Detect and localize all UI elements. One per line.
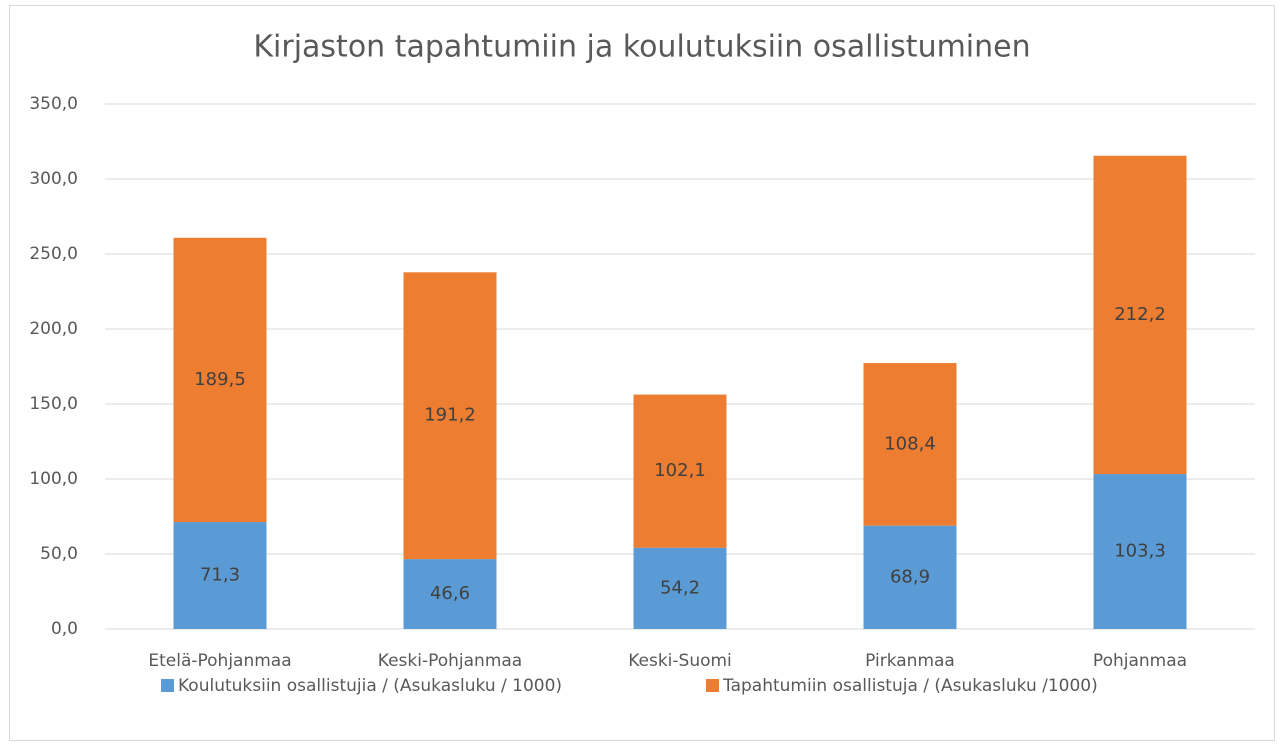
legend-label: Tapahtumiin osallistuja / (Asukasluku /1… xyxy=(722,676,1098,696)
y-tick-label: 350,0 xyxy=(29,94,78,114)
x-tick-label: Pirkanmaa xyxy=(865,651,955,671)
bar-segment xyxy=(1093,155,1187,475)
bar-segment xyxy=(633,547,727,629)
data-label: 68,9 xyxy=(890,566,930,587)
bar-segment xyxy=(863,363,957,526)
y-tick-label: 300,0 xyxy=(29,169,78,189)
data-label: 71,3 xyxy=(200,565,240,586)
bar-segment xyxy=(633,394,727,548)
y-tick-label: 150,0 xyxy=(29,394,78,414)
chart-title: Kirjaston tapahtumiin ja koulutuksiin os… xyxy=(253,30,1030,65)
legend-swatch xyxy=(161,679,174,692)
bar-segment xyxy=(1093,474,1187,629)
y-tick-label: 250,0 xyxy=(29,244,78,264)
bar-segment xyxy=(403,559,497,629)
bar-segment xyxy=(173,522,267,629)
bar-segment xyxy=(173,237,267,523)
data-label: 46,6 xyxy=(430,583,470,604)
x-tick-label: Keski-Suomi xyxy=(628,651,732,671)
y-tick-label: 50,0 xyxy=(40,544,78,564)
data-label: 212,2 xyxy=(1114,304,1166,325)
y-tick-label: 100,0 xyxy=(29,469,78,489)
y-tick-label: 0,0 xyxy=(51,619,78,639)
legend-swatch xyxy=(706,679,719,692)
data-label: 191,2 xyxy=(424,405,476,426)
x-tick-label: Etelä-Pohjanmaa xyxy=(148,651,291,671)
data-label: 189,5 xyxy=(194,369,246,390)
bar-segment xyxy=(403,272,497,560)
data-label: 108,4 xyxy=(884,433,936,454)
bar-segment xyxy=(863,525,957,629)
data-label: 102,1 xyxy=(654,460,706,481)
x-tick-label: Keski-Pohjanmaa xyxy=(378,651,522,671)
y-tick-label: 200,0 xyxy=(29,319,78,339)
legend-label: Koulutuksiin osallistujia / (Asukasluku … xyxy=(178,676,562,696)
data-label: 54,2 xyxy=(660,577,700,598)
x-tick-label: Pohjanmaa xyxy=(1093,651,1187,671)
data-label: 103,3 xyxy=(1114,541,1166,562)
